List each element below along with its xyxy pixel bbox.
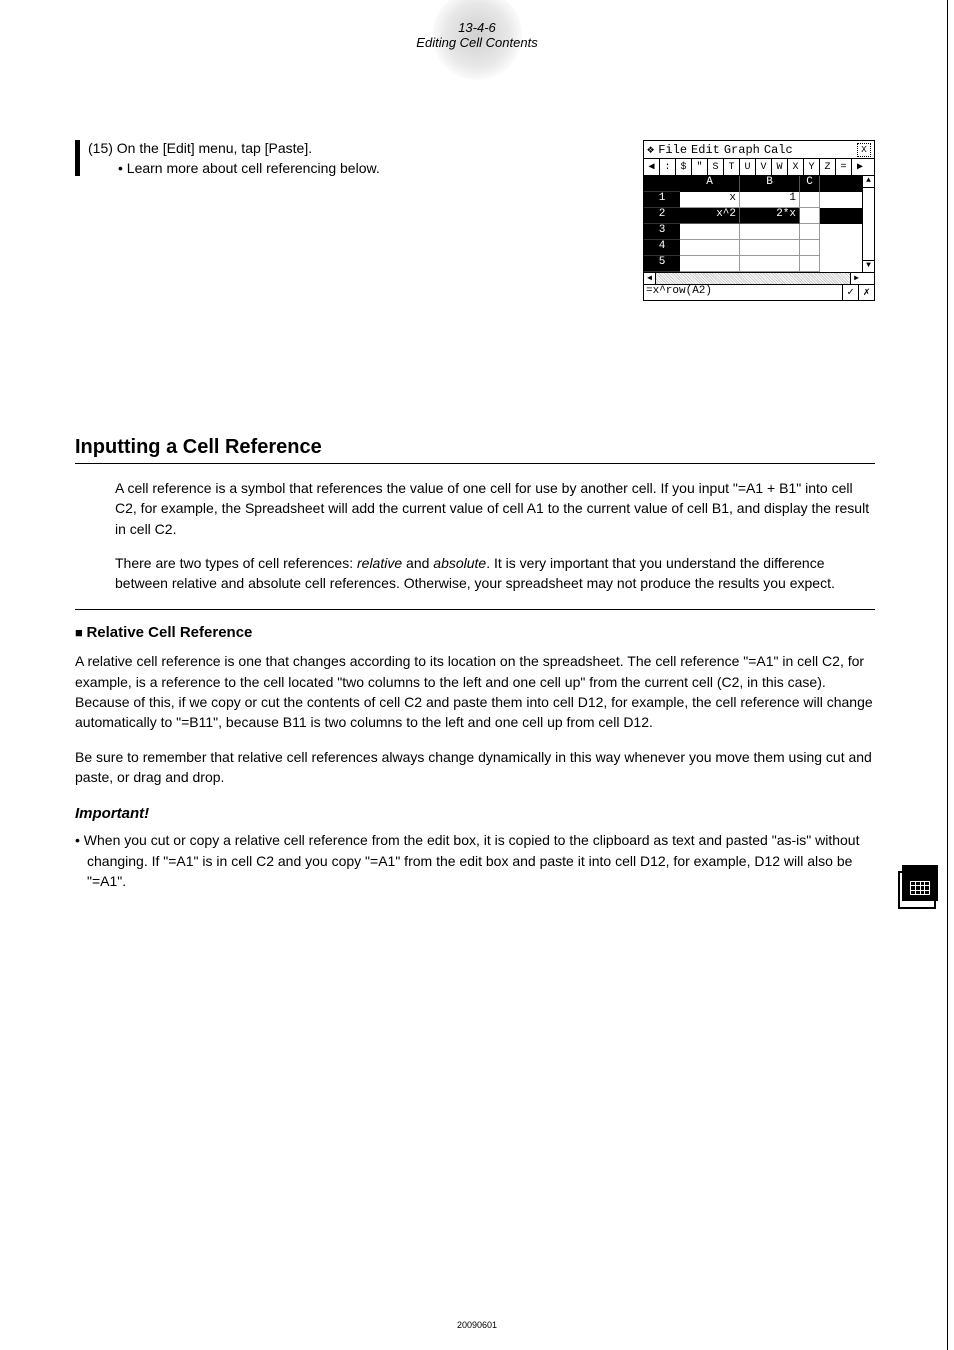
tb-1: :: [660, 159, 676, 175]
scroll-right-icon: ▶: [850, 273, 862, 284]
table-row: 3: [644, 224, 862, 240]
close-icon: X: [857, 143, 871, 157]
header-title: Editing Cell Contents: [416, 35, 537, 50]
hscroll: ◀ ▶: [644, 272, 874, 284]
header-code: 13-4-6: [416, 20, 537, 35]
footer-date: 20090601: [457, 1320, 497, 1330]
spreadsheet-icon: [898, 865, 936, 909]
tb-10: Y: [804, 159, 820, 175]
header-row: A B C: [644, 176, 862, 192]
menubar: ❖ File Edit Graph Calc X: [644, 141, 874, 159]
tb-3: ": [692, 159, 708, 175]
formula-ok-icon: ✓: [842, 285, 858, 300]
menu-graph: Graph: [724, 143, 760, 157]
col-C: C: [800, 176, 820, 192]
tb-11: Z: [820, 159, 836, 175]
table-row: 2 x^2 2*x: [644, 208, 862, 224]
important-title: Important!: [75, 805, 875, 822]
page-divider: [947, 0, 948, 1350]
table-row: 5: [644, 256, 862, 272]
scroll-left-icon: ◀: [644, 273, 656, 284]
formula-text: =x^row(A2): [644, 285, 842, 300]
section-title: Inputting a Cell Reference: [75, 436, 875, 464]
tb-5: T: [724, 159, 740, 175]
page-header: 13-4-6 Editing Cell Contents: [416, 20, 537, 50]
vscroll: ▲ ▼: [862, 176, 874, 272]
step-num: (15): [88, 140, 113, 156]
logo-icon: ❖: [647, 142, 654, 157]
menu-edit: Edit: [691, 143, 720, 157]
tb-7: V: [756, 159, 772, 175]
formula-cancel-icon: ✗: [858, 285, 874, 300]
subsection-title: Relative Cell Reference: [75, 609, 875, 641]
section1-p1: A cell reference is a symbol that refere…: [115, 478, 875, 539]
section1-p2: There are two types of cell references: …: [115, 553, 875, 594]
step-text: On the [Edit] menu, tap [Paste].: [117, 140, 312, 156]
step-15: (15) On the [Edit] menu, tap [Paste]. • …: [75, 140, 875, 176]
calculator-screenshot: ❖ File Edit Graph Calc X ◀ : $ " S T U V…: [643, 140, 875, 301]
tb-6: U: [740, 159, 756, 175]
tb-13: ▶: [852, 159, 868, 175]
important-bullet: • When you cut or copy a relative cell r…: [75, 830, 875, 891]
menu-calc: Calc: [764, 143, 793, 157]
scroll-up-icon: ▲: [863, 176, 874, 188]
formula-bar: =x^row(A2) ✓ ✗: [644, 284, 874, 300]
section2-p2: Be sure to remember that relative cell r…: [75, 747, 875, 788]
tb-4: S: [708, 159, 724, 175]
tb-12: =: [836, 159, 852, 175]
col-B: B: [740, 176, 800, 192]
tb-0: ◀: [644, 159, 660, 175]
section2-p1: A relative cell reference is one that ch…: [75, 651, 875, 732]
tb-9: X: [788, 159, 804, 175]
tb-2: $: [676, 159, 692, 175]
table-row: 1 x 1: [644, 192, 862, 208]
scroll-down-icon: ▼: [863, 260, 874, 272]
toolbar: ◀ : $ " S T U V W X Y Z = ▶: [644, 159, 874, 176]
table-row: 4: [644, 240, 862, 256]
tb-8: W: [772, 159, 788, 175]
col-A: A: [680, 176, 740, 192]
menu-file: File: [658, 143, 687, 157]
